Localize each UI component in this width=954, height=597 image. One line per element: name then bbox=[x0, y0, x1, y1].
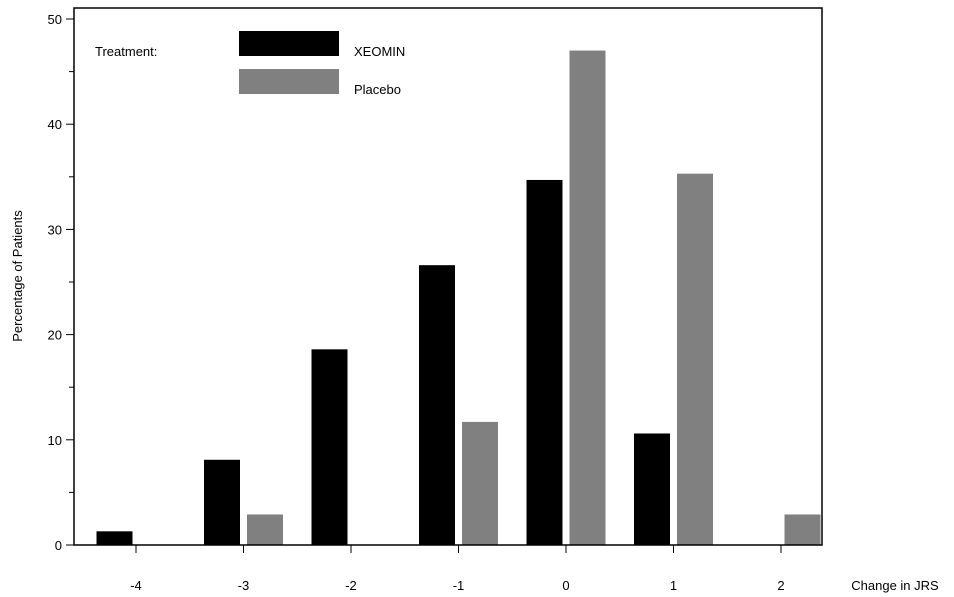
y-tick-label: 50 bbox=[48, 12, 62, 27]
bar-placebo--1 bbox=[462, 421, 498, 545]
bar-xeomin--4 bbox=[96, 531, 133, 545]
y-axis-label: Percentage of Patients bbox=[10, 210, 25, 342]
legend-swatch-xeomin bbox=[239, 31, 339, 56]
y-tick-label: 30 bbox=[48, 222, 62, 237]
bar-placebo-0 bbox=[569, 50, 606, 546]
x-tick-label: -4 bbox=[130, 578, 142, 593]
bar-placebo-1 bbox=[677, 173, 713, 546]
x-axis-label: Change in JRS bbox=[851, 578, 939, 593]
legend-label-placebo: Placebo bbox=[354, 82, 401, 97]
legend: Treatment: XEOMIN Placebo bbox=[95, 31, 405, 97]
bars-layer bbox=[96, 50, 821, 546]
y-tick-label: 0 bbox=[55, 538, 62, 553]
plot-frame bbox=[73, 7, 823, 546]
x-tick-label: 1 bbox=[670, 578, 677, 593]
bar-xeomin-0 bbox=[526, 179, 563, 545]
x-tick-label: 2 bbox=[777, 578, 784, 593]
y-tick-label: 20 bbox=[48, 328, 62, 343]
x-tick-label: -3 bbox=[238, 578, 250, 593]
bar-xeomin-1 bbox=[634, 433, 670, 545]
x-axis: -4 -3 -2 -1 0 1 2 bbox=[130, 545, 785, 593]
x-tick-label: -2 bbox=[345, 578, 357, 593]
bar-xeomin--1 bbox=[419, 265, 455, 545]
y-tick-label: 40 bbox=[48, 117, 62, 132]
legend-swatch-placebo bbox=[239, 69, 339, 94]
bar-xeomin--3 bbox=[204, 459, 240, 545]
legend-title: Treatment: bbox=[95, 44, 157, 59]
y-axis: 0 10 20 30 40 50 bbox=[48, 12, 74, 553]
legend-label-xeomin: XEOMIN bbox=[354, 44, 405, 59]
y-tick-label: 10 bbox=[48, 433, 62, 448]
x-tick-label: -1 bbox=[453, 578, 465, 593]
x-tick-label: 0 bbox=[562, 578, 569, 593]
bar-placebo--3 bbox=[247, 514, 283, 545]
bar-placebo-2 bbox=[784, 514, 821, 545]
bar-xeomin--2 bbox=[311, 349, 348, 545]
